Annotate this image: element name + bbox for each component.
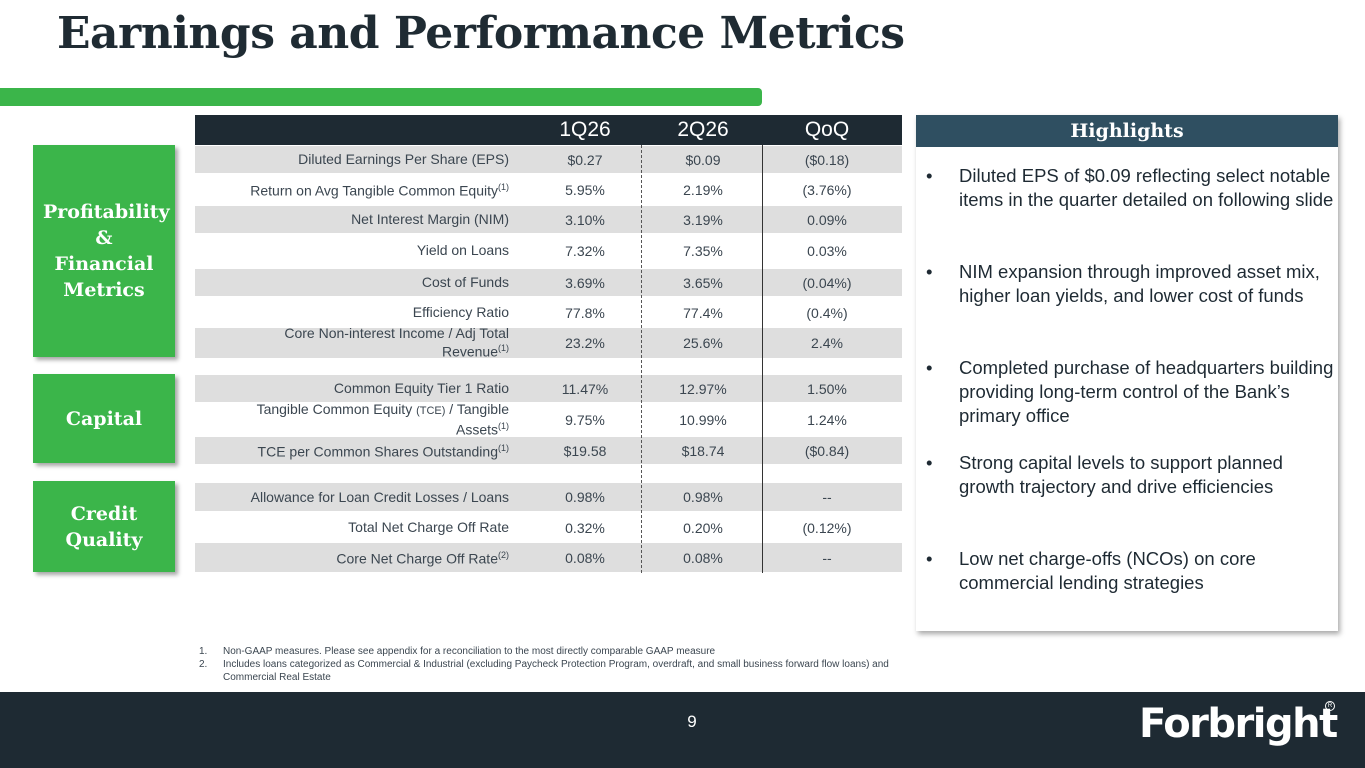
page-title: Earnings and Performance Metrics [57,8,905,59]
value-1q26: 0.32% [565,519,605,536]
table-row: Cost of Funds 3.69% 3.65% (0.04%) [195,269,902,296]
value-2q26: 10.99% [679,412,727,428]
header-qoq: QoQ [804,118,850,141]
footer-bar: 9 Forbright R [0,692,1365,768]
row-label: Diluted Earnings Per Share (EPS) [298,151,509,167]
value-1q26: 3.10% [565,211,605,228]
category-credit: Credit Quality [33,481,175,572]
footnote-1: 1. Non-GAAP measures. Please see appendix… [199,646,716,657]
value-2q26: 2.19% [683,181,723,198]
category-profitability: Profitability & Financial Metrics [33,145,175,357]
value-2q26: 0.98% [683,489,723,505]
row-label: Yield on Loans [416,242,509,258]
table-row: Diluted Earnings Per Share (EPS) $0.27 $… [195,146,902,173]
title-accent-bar [0,88,762,106]
row-label: Core Net Charge Off Rate(2) [336,550,509,567]
value-qoq: 0.03% [807,242,847,259]
table-row: Total Net Charge Off Rate 0.32% 0.20% (0… [195,514,902,541]
registered-mark-icon: R [1325,701,1335,711]
table-row: Core Non-interest Income / Adj Total Reve… [195,325,902,360]
row-label: Common Equity Tier 1 Ratio [333,380,509,396]
table-row: Return on Avg Tangible Common Equity(1) … [195,176,902,203]
table-header: 1Q26 2Q26 QoQ [195,115,902,145]
value-1q26: 0.98% [565,489,605,505]
value-1q26: 0.08% [565,549,605,566]
value-qoq: ($0.18) [804,151,850,168]
value-1q26: 5.95% [565,181,605,198]
row-label: Allowance for Loan Credit Losses / Loans [250,488,509,505]
value-1q26: $0.27 [567,151,603,168]
value-qoq: (0.04%) [802,274,852,291]
value-2q26: $18.74 [681,442,725,459]
value-qoq: 0.09% [807,211,847,228]
value-1q26: 11.47% [561,380,609,397]
value-qoq: ($0.84) [804,442,850,459]
value-2q26: 0.08% [683,549,723,566]
row-label: Total Net Charge Off Rate [348,519,509,535]
row-label: Efficiency Ratio [412,304,509,320]
row-label: Tangible Common Equity (TCE) / Tangible A… [256,401,509,438]
value-qoq: -- [822,489,832,505]
row-label: Net Interest Margin (NIM) [351,211,509,227]
bullet-icon: • [926,452,933,473]
table-row: Yield on Loans 7.32% 7.35% 0.03% [195,237,902,264]
table-row: Common Equity Tier 1 Ratio 11.47% 12.97%… [195,375,902,402]
value-qoq: 1.50% [807,380,847,397]
highlights-panel: Highlights • Diluted EPS of $0.09 reflec… [916,115,1338,631]
header-1q26: 1Q26 [559,118,611,141]
value-qoq: 2.4% [811,335,843,351]
table-row: Efficiency Ratio 77.8% 77.4% (0.4%) [195,299,902,326]
value-2q26: 0.20% [683,519,723,536]
bullet-icon: • [926,548,933,569]
category-capital-label: Capital [65,407,143,430]
row-label: Return on Avg Tangible Common Equity(1) [250,182,509,199]
header-2q26: 2Q26 [677,118,729,141]
table-row: Core Net Charge Off Rate(2) 0.08% 0.08% … [195,543,902,572]
value-2q26: 25.6% [683,335,723,351]
value-qoq: (0.4%) [806,304,848,321]
value-2q26: 77.4% [683,304,723,321]
value-1q26: 3.69% [565,274,605,291]
value-2q26: 7.35% [683,242,723,259]
forbright-logo: Forbright [1139,701,1338,747]
table-row: Net Interest Margin (NIM) 3.10% 3.19% 0.… [195,206,902,233]
value-2q26: $0.09 [685,151,721,168]
value-qoq: 1.24% [807,412,847,428]
column-divider-solid [762,145,763,573]
value-qoq: -- [822,549,832,566]
bullet-icon: • [926,165,933,186]
column-divider-dashed [641,145,642,573]
bullet-icon: • [926,261,933,282]
table-row: Tangible Common Equity (TCE) / Tangible A… [195,401,902,438]
value-1q26: 23.2% [565,335,605,351]
value-1q26: $19.58 [563,442,607,459]
value-2q26: 3.19% [683,211,723,228]
value-1q26: 7.32% [565,242,605,259]
table-row: TCE per Common Shares Outstanding(1) $19… [195,437,902,464]
footnotes: 1. Non-GAAP measures. Please see appendix… [199,645,899,684]
bullet-icon: • [926,357,933,378]
value-1q26: 9.75% [565,412,605,428]
row-label: TCE per Common Shares Outstanding(1) [257,443,509,460]
category-capital: Capital [33,374,175,463]
value-1q26: 77.8% [565,304,605,321]
category-profitability-label: Profitability & Financial Metrics [43,201,170,301]
value-2q26: 12.97% [679,380,727,397]
value-qoq: (0.12%) [802,519,852,536]
row-label: Cost of Funds [421,274,509,290]
table-row: Allowance for Loan Credit Losses / Loans… [195,483,902,511]
value-qoq: (3.76%) [802,181,852,198]
category-credit-label: Credit Quality [65,502,143,551]
page-number: 9 [687,712,697,731]
footnote-2: 2. Includes loans categorized as Commerci… [199,659,889,683]
value-2q26: 3.65% [683,274,723,291]
row-label: Core Non-interest Income / Adj Total Reve… [284,325,509,360]
highlights-title: Highlights [916,115,1338,147]
